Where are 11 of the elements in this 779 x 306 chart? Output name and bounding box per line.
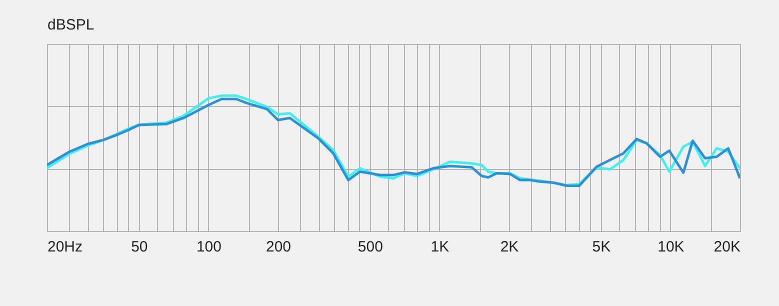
x-tick-label: 20Hz <box>48 238 83 256</box>
x-tick-label: 2K <box>500 238 519 256</box>
x-tick-label: 20K <box>714 238 740 256</box>
x-tick-label: 200 <box>266 238 292 256</box>
x-tick-label: 5K <box>592 238 611 256</box>
x-tick-label: 1K <box>430 238 450 256</box>
x-tick-label: 500 <box>358 238 383 256</box>
x-tick-label: 50 <box>131 238 148 256</box>
x-tick-label: 100 <box>196 238 222 256</box>
y-axis-title: dBSPL <box>48 16 94 34</box>
x-tick-label: 10K <box>658 238 684 256</box>
